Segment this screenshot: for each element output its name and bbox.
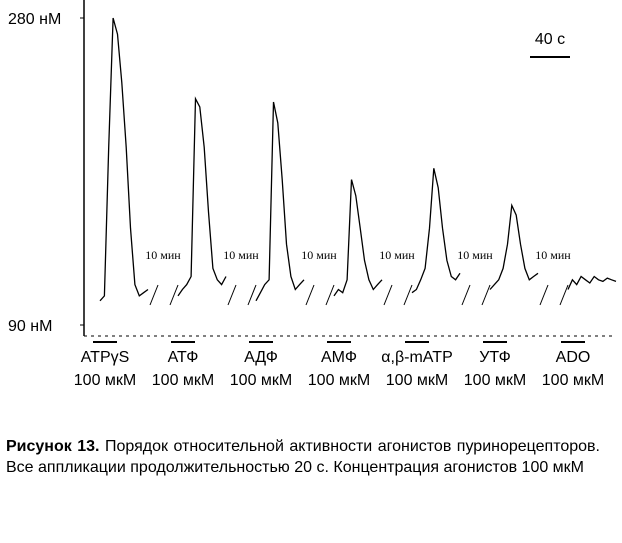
break-mark <box>149 284 159 306</box>
agonist-label: α,β-mATP <box>381 349 452 366</box>
break-mark <box>169 284 179 306</box>
chart: 40 с 280 нМ 90 нМ ATPγS 100 мкМ 10 мин АТФ 100… <box>8 0 617 389</box>
trace <box>333 179 383 297</box>
y-tick-label: 90 нМ <box>8 318 52 335</box>
agonist-label: АМФ <box>321 349 357 366</box>
dose-label: 100 мкМ <box>152 372 214 389</box>
break-mark <box>481 284 491 306</box>
dose-label: 100 мкМ <box>230 372 292 389</box>
gap-label: 10 мин <box>145 248 181 262</box>
break-mark <box>227 284 237 306</box>
agonist-label: ADO <box>556 349 591 366</box>
trace <box>489 202 539 290</box>
caption-text: Порядок относительной активности агонист… <box>6 438 600 476</box>
y-tick-label: 280 нМ <box>8 11 61 28</box>
trace <box>411 168 461 294</box>
trace <box>177 96 227 297</box>
break-mark <box>403 284 413 306</box>
dose-label: 100 мкМ <box>308 372 370 389</box>
caption-label: Рисунок 13. <box>6 438 100 455</box>
dose-label: 100 мкМ <box>542 372 604 389</box>
scale-bar-label: 40 с <box>535 31 565 48</box>
gap-label: 10 мин <box>223 248 259 262</box>
gap-label: 10 мин <box>535 248 571 262</box>
break-mark <box>539 284 549 306</box>
break-mark <box>247 284 257 306</box>
dose-label: 100 мкМ <box>464 372 526 389</box>
gap-label: 10 мин <box>301 248 337 262</box>
dose-label: 100 мкМ <box>74 372 136 389</box>
break-mark <box>325 284 335 306</box>
trace <box>567 275 617 290</box>
agonist-label: ATPγS <box>81 349 130 366</box>
dose-label: 100 мкМ <box>386 372 448 389</box>
agonist-label: УТФ <box>479 349 511 366</box>
trace <box>99 17 149 302</box>
gap-label: 10 мин <box>457 248 493 262</box>
caption: Рисунок 13. Порядок относительной активн… <box>6 436 600 478</box>
break-mark <box>383 284 393 306</box>
break-mark <box>305 284 315 306</box>
gap-label: 10 мин <box>379 248 415 262</box>
agonist-label: АДФ <box>244 349 278 366</box>
break-mark <box>461 284 471 306</box>
trace <box>255 101 305 302</box>
agonist-label: АТФ <box>168 349 199 366</box>
break-mark <box>559 284 569 306</box>
